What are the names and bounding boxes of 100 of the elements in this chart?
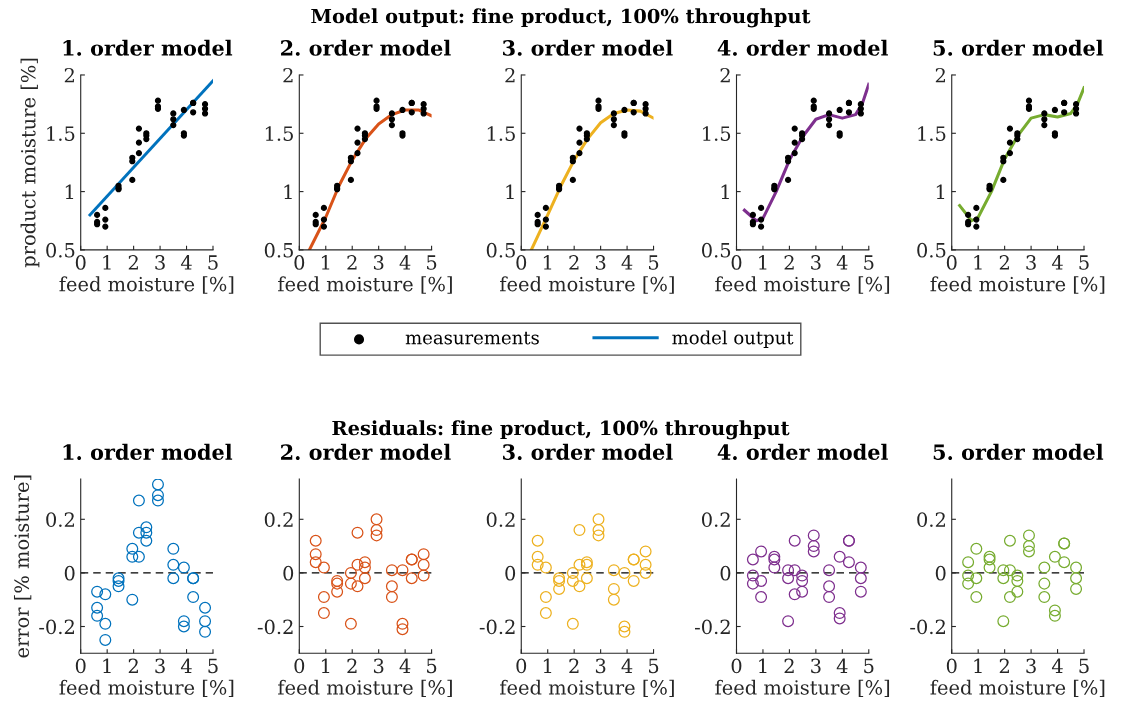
- x-tick-label: 4: [399, 255, 411, 270]
- x-tick-label: 4: [1051, 658, 1063, 673]
- x-tick-label: 5: [1079, 658, 1089, 674]
- y-tick-label: 1.5: [918, 126, 946, 141]
- x-tick-label: 3: [373, 255, 384, 270]
- x-tick-label: 0: [516, 658, 527, 674]
- x-tick-label: 4: [180, 255, 192, 270]
- y-tick-label: 0: [283, 565, 294, 581]
- y-tick-label: 1.5: [47, 126, 75, 141]
- x-tick-label: 1: [321, 255, 330, 270]
- x-tick-label: 2: [569, 255, 579, 270]
- x-tick-label: 5: [1079, 255, 1089, 270]
- y-tick-label: 1.5: [703, 126, 731, 141]
- x-tick-label: 3: [155, 255, 165, 270]
- y-tick-label: 0: [935, 565, 946, 581]
- x-tick-label: 4: [180, 658, 192, 673]
- y-tick-label: 1: [284, 184, 292, 199]
- x-tick-label: 0: [731, 658, 742, 674]
- chart-title: 3. order model: [503, 443, 673, 460]
- chart-title: 2. order model: [281, 39, 451, 56]
- x-axis-title: feed moisture [%]: [59, 276, 234, 294]
- y-axis-title: error [% moisture]: [13, 475, 32, 658]
- x-tick-label: 4: [836, 658, 848, 673]
- x-tick-label: 0: [516, 255, 527, 270]
- text: Residuals: fine product, 100% throughput: [332, 420, 790, 440]
- y-tick-label: -0.2: [695, 619, 730, 635]
- x-tick-label: 3: [1026, 658, 1036, 674]
- chart-title: 3. order model: [503, 39, 673, 56]
- x-axis-title: feed moisture [%]: [500, 276, 674, 294]
- x-axis-title: feed moisture [%]: [715, 679, 890, 698]
- x-axis-title: feed moisture [%]: [500, 679, 674, 698]
- legend-label: measurements: [405, 331, 539, 345]
- x-tick-label: 5: [427, 255, 437, 270]
- y-tick-label: 0.2: [917, 512, 945, 527]
- y-tick-label: 1: [506, 184, 514, 199]
- x-tick-label: 2: [128, 255, 138, 270]
- x-axis-title: feed moisture [%]: [278, 276, 452, 294]
- y-tick-label: 2: [283, 67, 293, 83]
- y-tick-label: -0.2: [479, 619, 515, 635]
- x-tick-label: 2: [784, 658, 794, 673]
- x-tick-label: 1: [103, 658, 111, 673]
- x-tick-label: 3: [1026, 255, 1036, 270]
- x-tick-label: 2: [999, 658, 1009, 673]
- x-tick-label: 0: [731, 255, 742, 270]
- y-tick-label: 0: [64, 565, 75, 581]
- y-tick-label: 1: [936, 184, 945, 199]
- chart-title: 5. order model: [933, 443, 1104, 460]
- x-tick-label: 2: [999, 255, 1009, 270]
- x-tick-label: 1: [543, 658, 552, 673]
- y-tick-label: 1: [721, 184, 729, 199]
- x-tick-label: 2: [347, 658, 357, 673]
- y-tick-label: 0.5: [264, 242, 293, 258]
- x-tick-label: 0: [294, 255, 305, 270]
- y-tick-label: 0.5: [46, 242, 75, 258]
- x-tick-label: 1: [974, 255, 982, 270]
- y-tick-label: 0.5: [702, 242, 731, 258]
- y-tick-label: 0.2: [702, 512, 730, 527]
- x-tick-label: 5: [864, 658, 874, 674]
- y-tick-label: 0.2: [46, 512, 74, 527]
- x-tick-label: 5: [427, 658, 437, 674]
- x-tick-label: 0: [75, 255, 86, 270]
- x-axis-title: feed moisture [%]: [930, 276, 1105, 294]
- y-tick-label: 0.2: [264, 512, 293, 527]
- y-tick-label: 1.5: [265, 126, 293, 141]
- x-tick-label: 5: [208, 658, 218, 674]
- x-tick-label: 4: [621, 658, 633, 673]
- chart-title: 1. order model: [63, 443, 233, 460]
- y-tick-label: -0.2: [910, 619, 945, 635]
- x-tick-label: 2: [128, 658, 138, 673]
- x-tick-label: 2: [347, 255, 357, 270]
- y-tick-label: 0: [505, 565, 516, 581]
- x-tick-label: 3: [595, 255, 606, 270]
- x-tick-label: 5: [208, 255, 218, 270]
- y-tick-label: 2: [505, 67, 515, 83]
- chart-title: 2. order model: [281, 443, 451, 460]
- y-axis-title: product moisture [%]: [20, 58, 40, 268]
- x-tick-label: 4: [836, 255, 848, 270]
- chart-title: 5. order model: [933, 39, 1104, 56]
- x-tick-label: 1: [321, 658, 330, 673]
- x-tick-label: 1: [759, 255, 767, 270]
- x-tick-label: 3: [811, 255, 821, 270]
- x-tick-label: 3: [811, 658, 821, 674]
- y-tick-label: -0.2: [39, 619, 74, 635]
- chart-title: 4. order model: [717, 39, 888, 56]
- x-tick-label: 1: [759, 658, 767, 673]
- x-tick-label: 3: [155, 658, 165, 674]
- x-tick-label: 0: [294, 658, 305, 674]
- y-tick-label: 0: [720, 565, 731, 581]
- y-tick-label: 1.5: [487, 126, 515, 141]
- y-tick-label: 0.5: [486, 242, 515, 258]
- x-tick-label: 0: [946, 658, 957, 674]
- x-tick-label: 0: [75, 658, 86, 674]
- chart-title: 1. order model: [63, 39, 233, 56]
- x-tick-label: 4: [621, 255, 633, 270]
- y-tick-label: 1: [65, 184, 74, 199]
- y-tick-label: 2: [64, 67, 74, 83]
- x-tick-label: 5: [649, 255, 659, 270]
- x-tick-label: 2: [784, 255, 794, 270]
- x-tick-label: 3: [595, 658, 606, 674]
- text: Model output: fine product, 100% throughput: [311, 8, 811, 28]
